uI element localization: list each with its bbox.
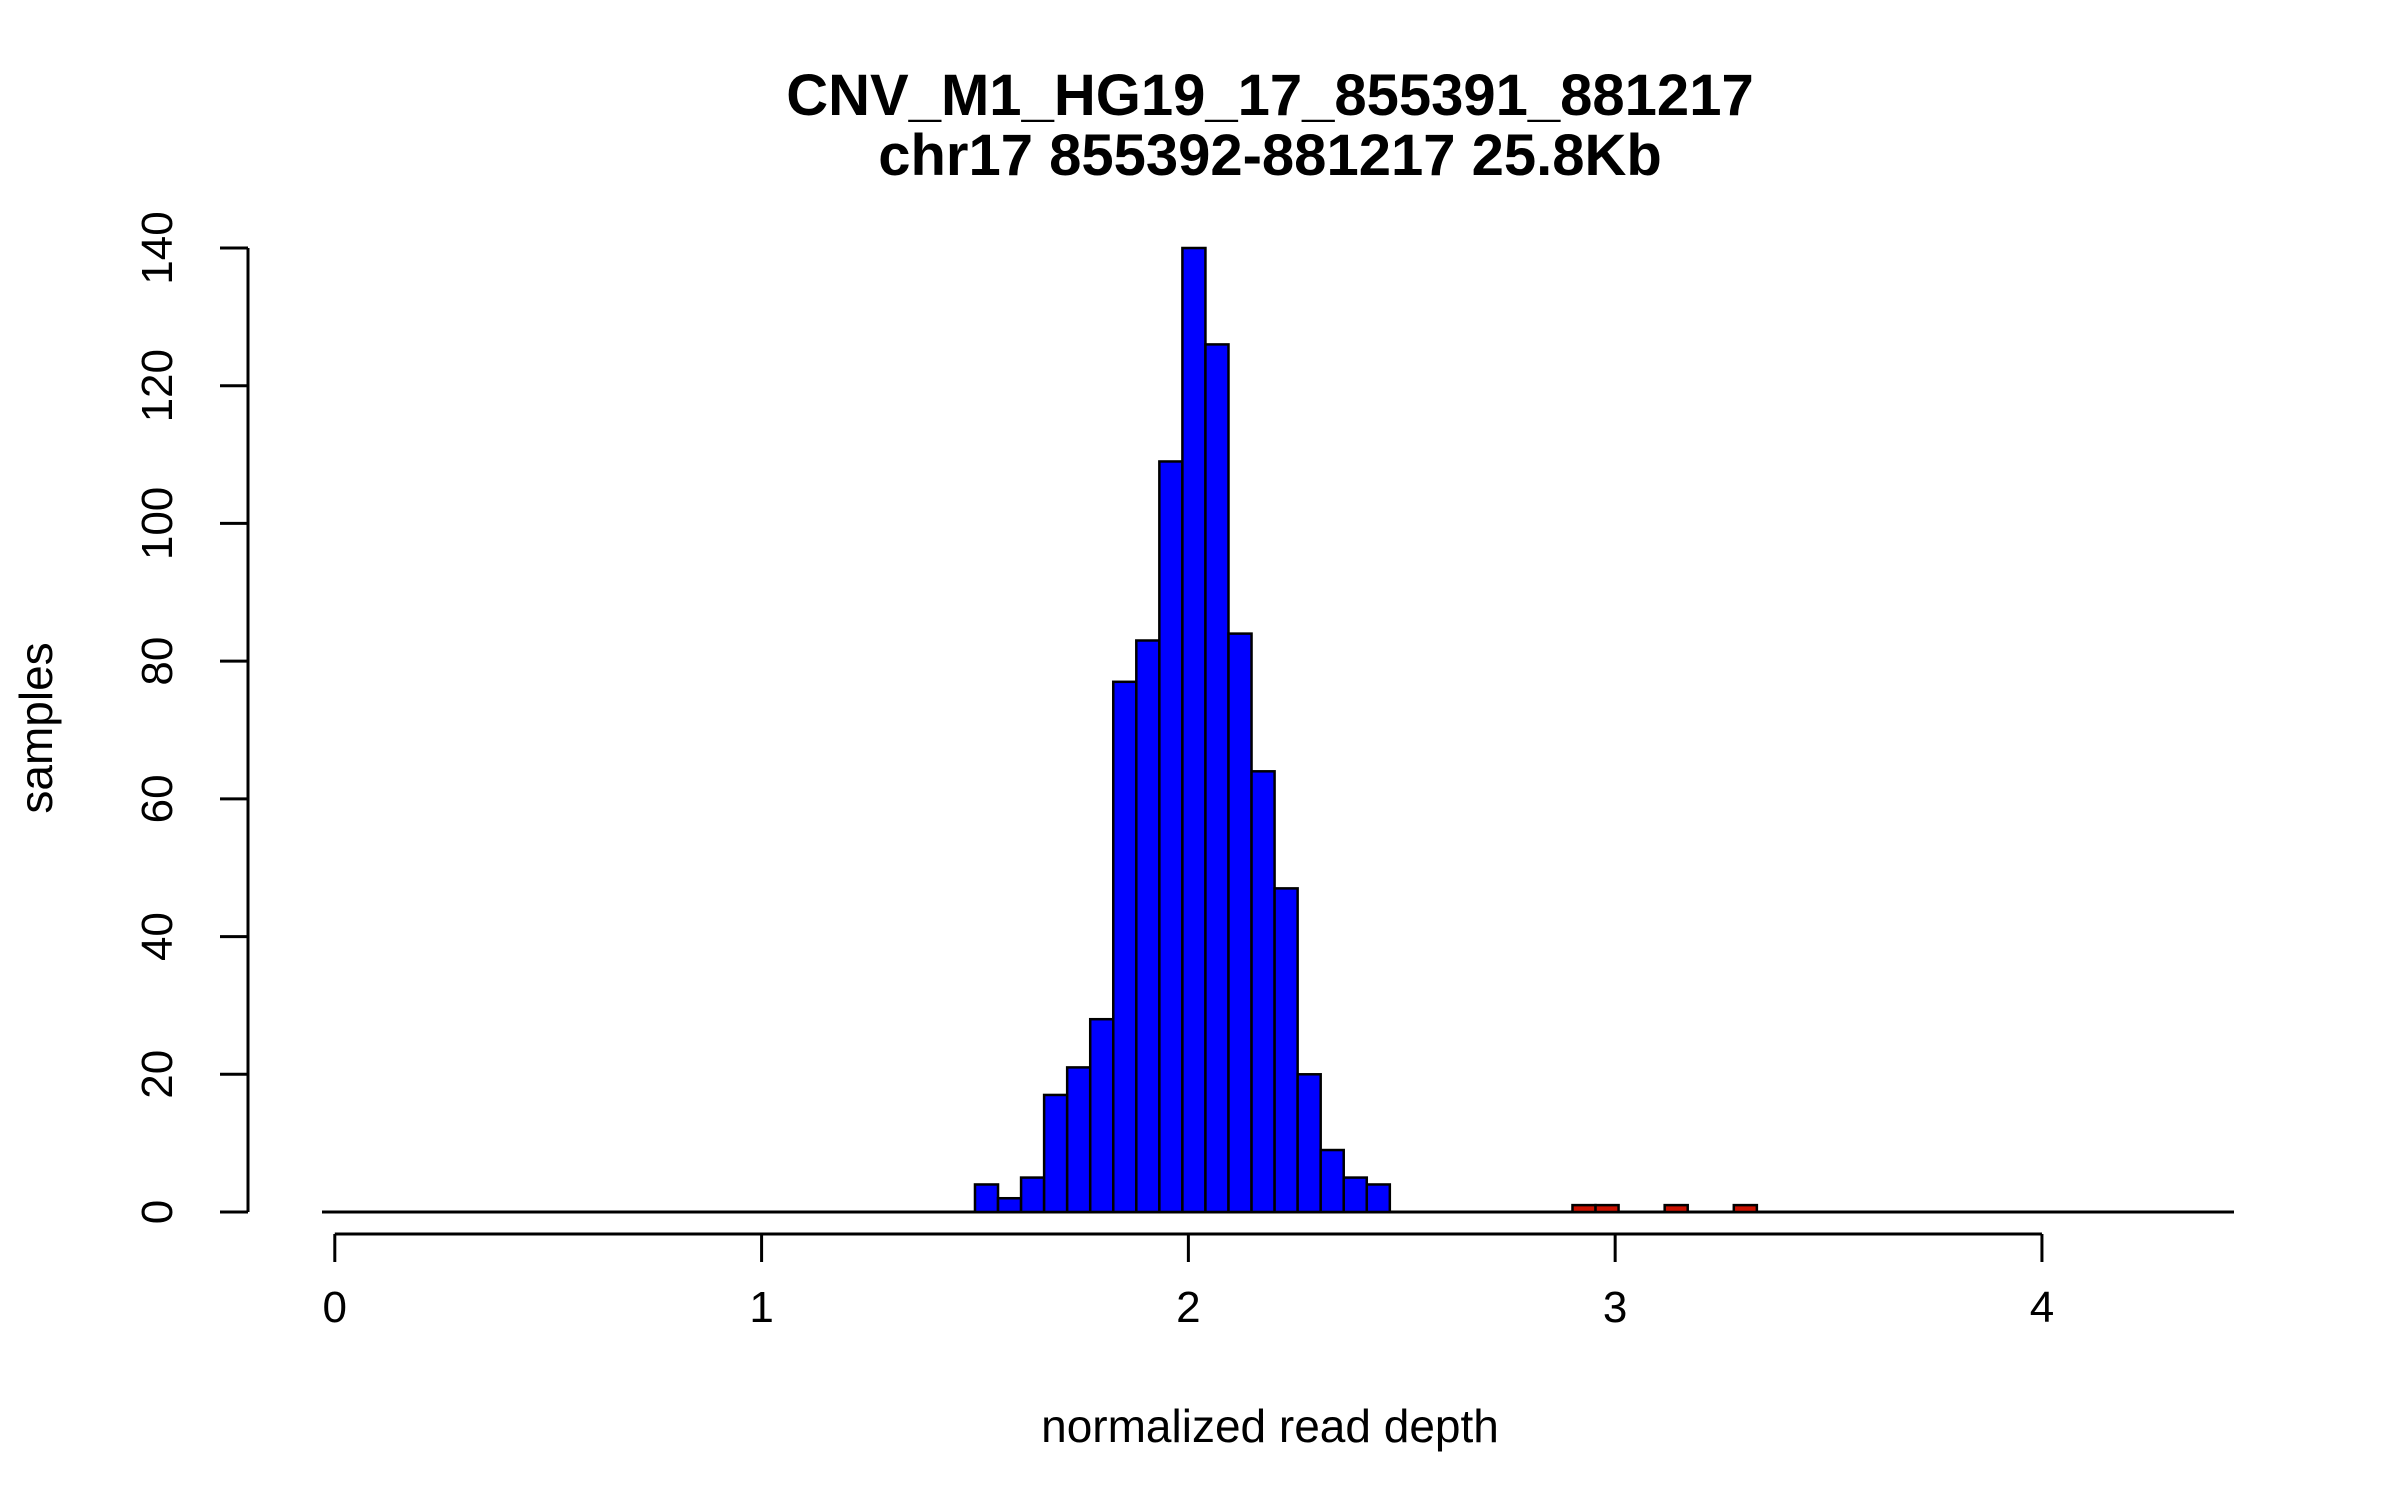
y-axis-label: samples [10,642,62,813]
x-tick-label: 0 [323,1283,347,1332]
histogram-bar [1227,632,1253,1214]
histogram-bar [1273,887,1299,1214]
y-tick-label: 0 [133,1200,182,1224]
x-axis-label: normalized read depth [1041,1400,1499,1452]
histogram-bar [1065,1066,1092,1214]
chart-title: CNV_M1_HG19_17_855391_881217 [786,63,1753,128]
chart-subtitle: chr17 855392-881217 25.8Kb [878,123,1662,188]
histogram-bar [1250,770,1276,1214]
y-tick-label: 120 [133,349,182,422]
outlier-bar [1732,1203,1759,1214]
histogram-bar [1019,1176,1046,1214]
histogram-bar [1342,1176,1369,1214]
histogram-bar [1181,246,1207,1214]
histogram-bar [1042,1093,1069,1214]
y-tick-label: 80 [133,637,182,686]
histogram-bar [996,1196,1023,1214]
histogram-bar [1365,1183,1392,1214]
x-tick-label: 2 [1176,1283,1200,1332]
y-tick-label: 140 [133,211,182,284]
y-tick-label: 40 [133,912,182,961]
y-tick-label: 20 [133,1050,182,1099]
x-tick-label: 1 [749,1283,773,1332]
bars-layer [322,246,2234,1214]
outlier-bar [1663,1203,1689,1214]
histogram-bar [1158,460,1184,1214]
x-tick-label: 3 [1603,1283,1627,1332]
y-tick-label: 60 [133,774,182,823]
histogram-bar [1135,639,1161,1214]
histogram-bar [1204,343,1230,1214]
histogram-bar [1112,680,1138,1214]
histogram-bar [1319,1148,1345,1214]
outlier-bar [1594,1203,1620,1214]
histogram-bar [973,1183,1000,1214]
x-tick-label: 4 [2030,1283,2054,1332]
histogram-bar [1296,1073,1322,1214]
outlier-bar [1571,1203,1597,1214]
histogram-bar [1088,1017,1115,1214]
y-tick-label: 100 [133,487,182,560]
